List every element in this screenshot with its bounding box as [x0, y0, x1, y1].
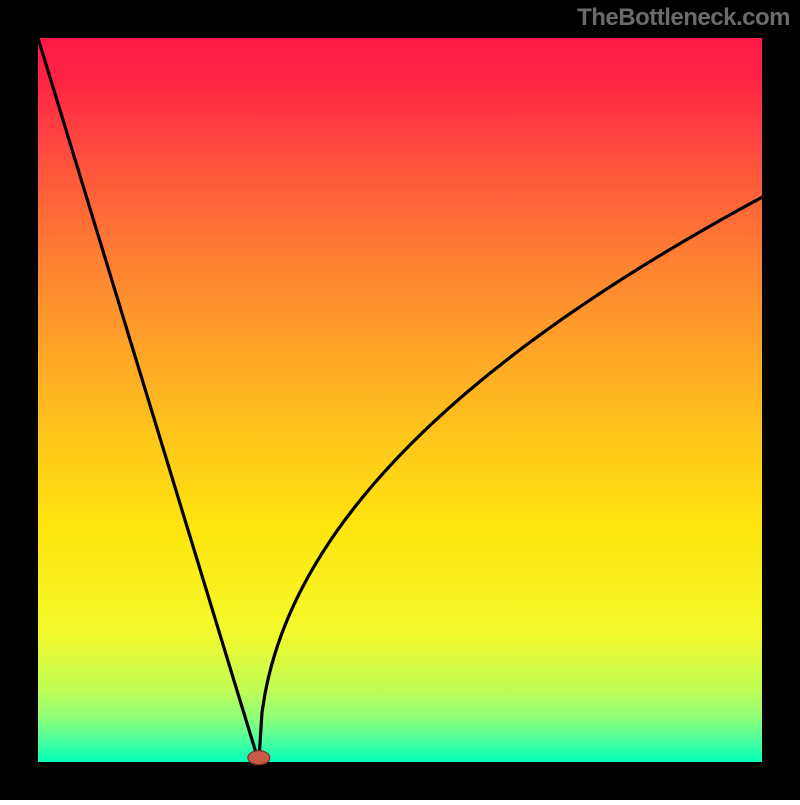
chart-svg	[0, 0, 800, 800]
bottleneck-chart	[0, 0, 800, 800]
watermark-text: TheBottleneck.com	[577, 4, 790, 32]
